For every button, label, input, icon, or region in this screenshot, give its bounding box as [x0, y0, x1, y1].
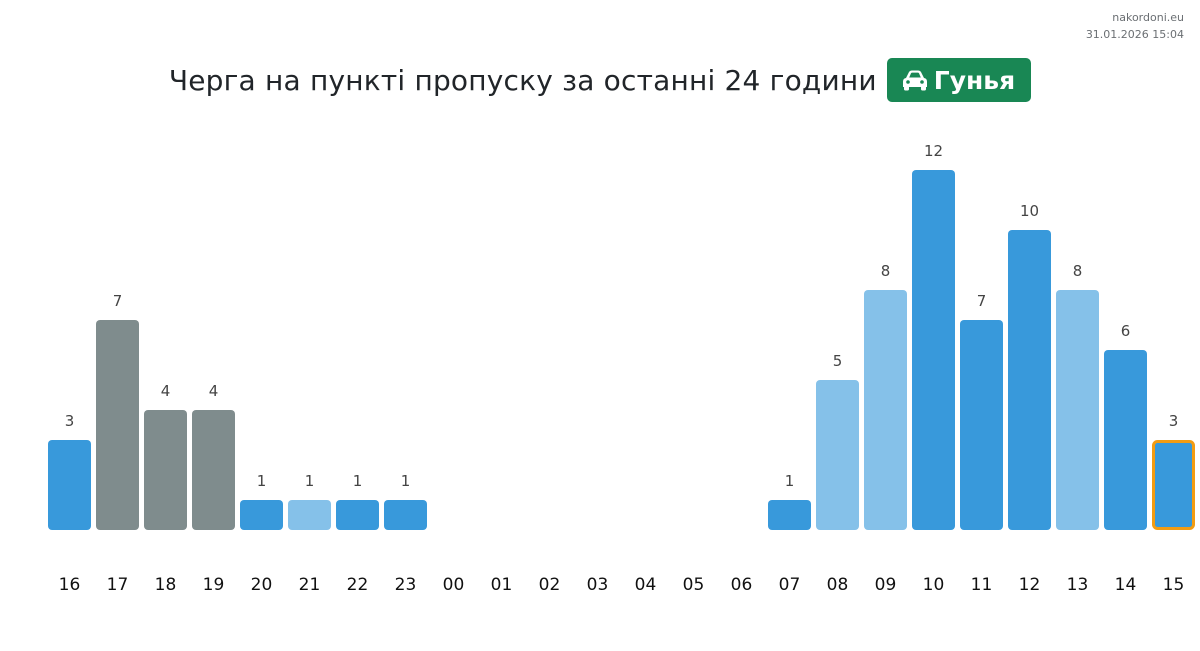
- bar-value-label-18: 4: [161, 382, 171, 400]
- bar-value-label-16: 3: [65, 412, 75, 430]
- x-tick-label-02: 02: [539, 575, 561, 595]
- x-tick-label-19: 19: [203, 575, 225, 595]
- chart-header: Черга на пункті пропуску за останні 24 г…: [0, 58, 1200, 102]
- bar-20: [240, 500, 283, 530]
- x-tick-label-01: 01: [491, 575, 513, 595]
- x-tick-label-00: 00: [443, 575, 465, 595]
- bar-23: [384, 500, 427, 530]
- x-tick-label-03: 03: [587, 575, 609, 595]
- x-tick-label-04: 04: [635, 575, 657, 595]
- bar-value-label-11: 7: [977, 292, 987, 310]
- x-tick-label-10: 10: [923, 575, 945, 595]
- watermark-datetime: 31.01.2026 15:04: [1085, 28, 1184, 41]
- checkpoint-badge: Гунья: [886, 58, 1032, 102]
- bar-11: [960, 320, 1003, 530]
- bar-08: [816, 380, 859, 530]
- x-tick-label-18: 18: [155, 575, 177, 595]
- bar-16: [48, 440, 91, 530]
- bar-17: [96, 320, 139, 530]
- bar-09: [864, 290, 907, 530]
- x-tick-label-23: 23: [395, 575, 417, 595]
- bar-value-label-19: 4: [209, 382, 219, 400]
- bar-value-label-10: 12: [924, 142, 943, 160]
- bar-18: [144, 410, 187, 530]
- bar-14: [1104, 350, 1147, 530]
- bar-value-label-08: 5: [833, 352, 843, 370]
- bar-21: [288, 500, 331, 530]
- bar-value-label-09: 8: [881, 262, 891, 280]
- bar-value-label-17: 7: [113, 292, 123, 310]
- x-tick-label-09: 09: [875, 575, 897, 595]
- checkpoint-name: Гунья: [933, 65, 1016, 95]
- bar-value-label-21: 1: [305, 472, 315, 490]
- x-tick-label-21: 21: [299, 575, 321, 595]
- bar-12: [1008, 230, 1051, 530]
- x-tick-label-06: 06: [731, 575, 753, 595]
- bar-10: [912, 170, 955, 530]
- bar-15: [1152, 440, 1195, 530]
- x-tick-label-11: 11: [971, 575, 993, 595]
- bar-value-label-22: 1: [353, 472, 363, 490]
- bar-07: [768, 500, 811, 530]
- bar-22: [336, 500, 379, 530]
- bar-value-label-12: 10: [1020, 202, 1039, 220]
- watermark-site: nakordoni.eu: [1112, 11, 1184, 24]
- car-icon: [902, 70, 927, 91]
- x-tick-label-07: 07: [779, 575, 801, 595]
- x-tick-label-17: 17: [107, 575, 129, 595]
- bar-value-label-20: 1: [257, 472, 267, 490]
- bar-value-label-07: 1: [785, 472, 795, 490]
- x-tick-label-05: 05: [683, 575, 705, 595]
- x-tick-label-13: 13: [1067, 575, 1089, 595]
- watermark: nakordoni.eu 31.01.2026 15:04: [1086, 9, 1184, 43]
- x-tick-label-14: 14: [1115, 575, 1137, 595]
- bar-value-label-14: 6: [1121, 322, 1131, 340]
- x-tick-label-16: 16: [59, 575, 81, 595]
- bar-19: [192, 410, 235, 530]
- x-tick-label-22: 22: [347, 575, 369, 595]
- bar-value-label-13: 8: [1073, 262, 1083, 280]
- x-tick-label-08: 08: [827, 575, 849, 595]
- bar-value-label-23: 1: [401, 472, 411, 490]
- chart-title: Черга на пункті пропуску за останні 24 г…: [168, 63, 877, 97]
- bar-value-label-15: 3: [1169, 412, 1179, 430]
- bar-13: [1056, 290, 1099, 530]
- x-tick-label-20: 20: [251, 575, 273, 595]
- x-tick-label-15: 15: [1163, 575, 1185, 595]
- x-tick-label-12: 12: [1019, 575, 1041, 595]
